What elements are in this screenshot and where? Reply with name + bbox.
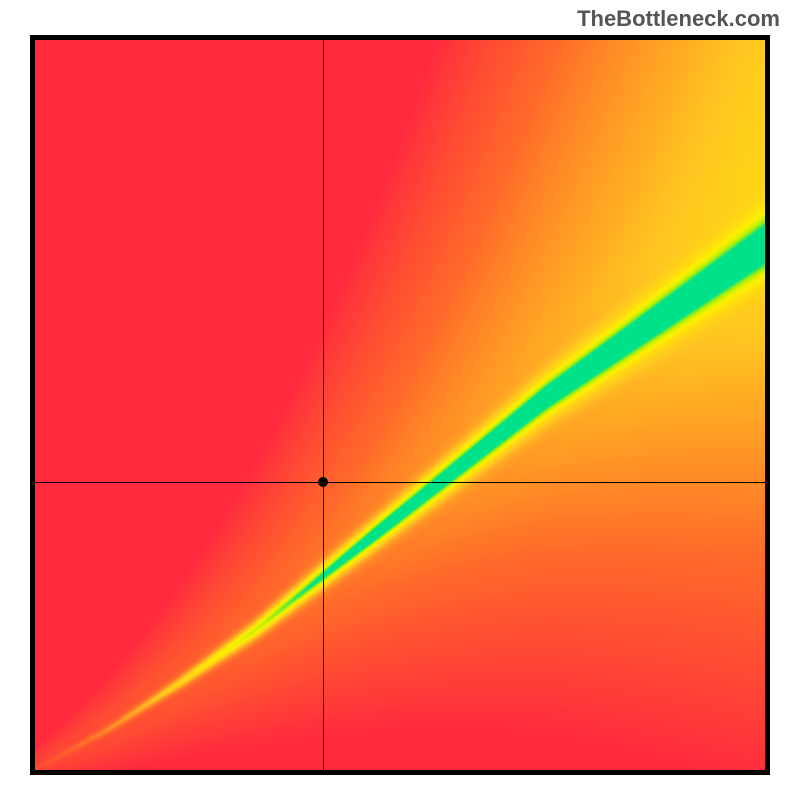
crosshair-horizontal xyxy=(35,482,765,483)
heatmap-frame xyxy=(30,35,770,775)
heatmap-canvas xyxy=(35,40,765,770)
watermark-text: TheBottleneck.com xyxy=(577,6,780,32)
crosshair-marker xyxy=(318,477,328,487)
crosshair-vertical xyxy=(323,40,324,770)
